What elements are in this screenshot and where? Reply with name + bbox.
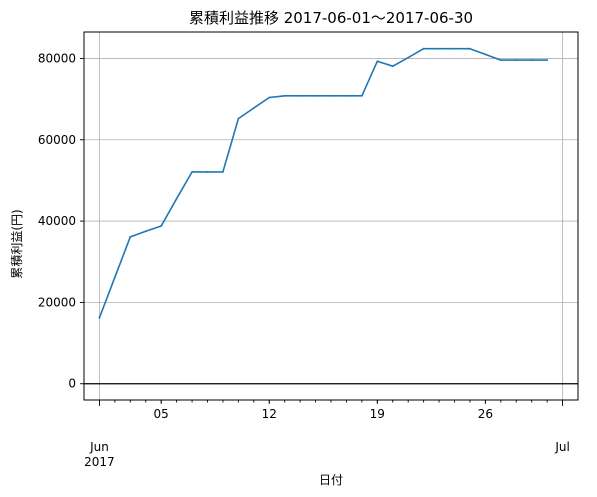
- data-point: [315, 95, 317, 97]
- data-point: [145, 230, 147, 232]
- data-point: [176, 198, 178, 200]
- data-point: [454, 48, 456, 50]
- data-point: [500, 59, 502, 61]
- x-major-tick-label: Jul: [554, 440, 569, 454]
- data-point: [114, 276, 116, 278]
- data-point: [191, 171, 193, 173]
- y-tick-label: 60000: [38, 133, 76, 147]
- data-point: [330, 95, 332, 97]
- x-tick-label: 12: [262, 407, 277, 421]
- data-point: [222, 171, 224, 173]
- data-point: [438, 48, 440, 50]
- data-point: [376, 60, 378, 62]
- data-point: [207, 171, 209, 173]
- x-tick-label: 05: [154, 407, 169, 421]
- y-tick-label: 0: [68, 377, 76, 391]
- data-point: [469, 48, 471, 50]
- data-point: [392, 65, 394, 67]
- x-axis-label: 日付: [319, 473, 343, 487]
- data-point: [129, 236, 131, 238]
- data-point: [515, 59, 517, 61]
- data-point: [423, 48, 425, 50]
- data-point: [346, 95, 348, 97]
- y-tick-label: 80000: [38, 51, 76, 65]
- data-point: [299, 95, 301, 97]
- y-axis-label: 累積利益(円): [9, 209, 24, 278]
- data-point: [268, 97, 270, 99]
- data-point: [99, 317, 101, 319]
- data-point: [253, 107, 255, 109]
- x-tick-label: 26: [478, 407, 493, 421]
- data-point: [546, 59, 548, 61]
- data-point: [531, 59, 533, 61]
- data-point: [284, 95, 286, 97]
- data-point: [361, 95, 363, 97]
- chart-title: 累積利益推移 2017-06-01〜2017-06-30: [189, 9, 473, 27]
- data-point: [407, 57, 409, 59]
- data-point: [485, 54, 487, 56]
- data-point: [160, 225, 162, 227]
- data-point: [238, 118, 240, 120]
- y-tick-label: 40000: [38, 214, 76, 228]
- x-tick-label: 19: [370, 407, 385, 421]
- y-tick-label: 20000: [38, 295, 76, 309]
